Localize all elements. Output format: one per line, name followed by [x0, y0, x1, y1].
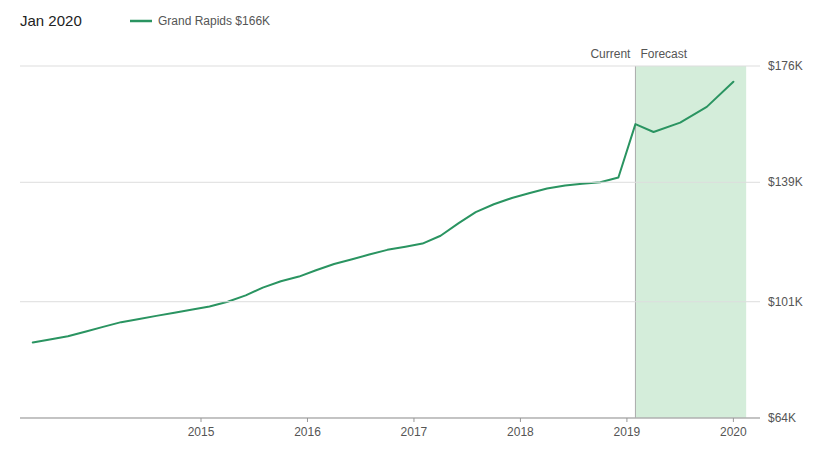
grid-line: [20, 418, 760, 419]
grid-line: [20, 301, 760, 302]
y-tick-label: $176K: [768, 59, 803, 73]
x-tick: [733, 418, 734, 422]
y-tick-label: $64K: [768, 411, 796, 425]
legend: Grand Rapids $166K: [130, 14, 270, 28]
plot-area: [33, 66, 746, 418]
series-line: [33, 82, 734, 343]
legend-label: Grand Rapids $166K: [158, 14, 270, 28]
chart: $64K $101K $139K $176K 2015 2016 2017 2018 2019 2…: [0, 0, 826, 457]
x-tick-label: 2016: [294, 425, 321, 439]
x-tick: [307, 418, 308, 422]
x-tick-label: 2018: [507, 425, 534, 439]
x-tick: [520, 418, 521, 422]
x-tick-label: 2015: [188, 425, 215, 439]
x-tick-label: 2019: [614, 425, 641, 439]
grid-line: [20, 182, 760, 183]
grid-line: [20, 66, 760, 67]
forecast-label: Forecast: [640, 47, 687, 61]
title: Jan 2020: [20, 12, 82, 29]
y-tick-label: $101K: [768, 295, 803, 309]
x-tick-label: 2017: [401, 425, 428, 439]
x-tick: [413, 418, 414, 422]
y-tick-label: $139K: [768, 175, 803, 189]
x-tick-label: 2020: [720, 425, 747, 439]
legend-swatch: [130, 20, 152, 23]
current-label: Current: [590, 47, 631, 61]
forecast-region: [635, 66, 746, 418]
x-tick: [626, 418, 627, 422]
divider-line: [635, 66, 636, 418]
x-tick: [201, 418, 202, 422]
x-axis-line: [20, 418, 760, 419]
